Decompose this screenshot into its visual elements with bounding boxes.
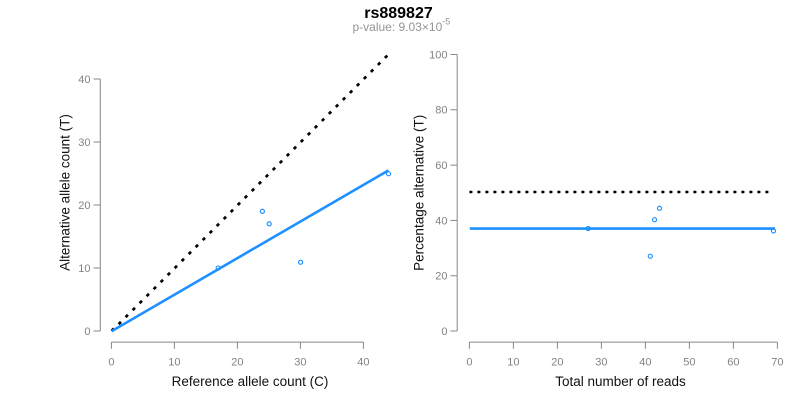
svg-text:40: 40 [639, 357, 651, 369]
svg-text:70: 70 [771, 357, 783, 369]
svg-text:rs889827: rs889827 [364, 5, 433, 22]
svg-text:0: 0 [84, 326, 90, 338]
svg-text:40: 40 [435, 215, 447, 227]
svg-text:10: 10 [507, 357, 519, 369]
svg-text:p-value: 9.03×10-5: p-value: 9.03×10-5 [353, 17, 451, 35]
svg-text:50: 50 [683, 357, 695, 369]
svg-text:0: 0 [441, 326, 447, 338]
svg-text:10: 10 [168, 357, 180, 369]
svg-text:20: 20 [78, 200, 90, 212]
svg-text:30: 30 [78, 137, 90, 149]
svg-text:Total number of reads: Total number of reads [555, 374, 686, 389]
svg-text:80: 80 [435, 105, 447, 117]
svg-text:20: 20 [435, 271, 447, 283]
svg-text:100: 100 [429, 49, 447, 61]
svg-text:Percentage alternative (T): Percentage alternative (T) [412, 115, 427, 271]
svg-text:0: 0 [466, 357, 472, 369]
svg-text:40: 40 [78, 74, 90, 86]
svg-text:30: 30 [294, 357, 306, 369]
svg-text:60: 60 [435, 160, 447, 172]
svg-text:30: 30 [595, 357, 607, 369]
svg-text:10: 10 [78, 263, 90, 275]
svg-text:Reference allele count (C): Reference allele count (C) [172, 374, 329, 389]
svg-text:20: 20 [551, 357, 563, 369]
svg-text:40: 40 [357, 357, 369, 369]
svg-text:60: 60 [727, 357, 739, 369]
svg-text:0: 0 [108, 357, 114, 369]
svg-text:Alternative allele count (T): Alternative allele count (T) [58, 114, 73, 271]
svg-text:20: 20 [231, 357, 243, 369]
